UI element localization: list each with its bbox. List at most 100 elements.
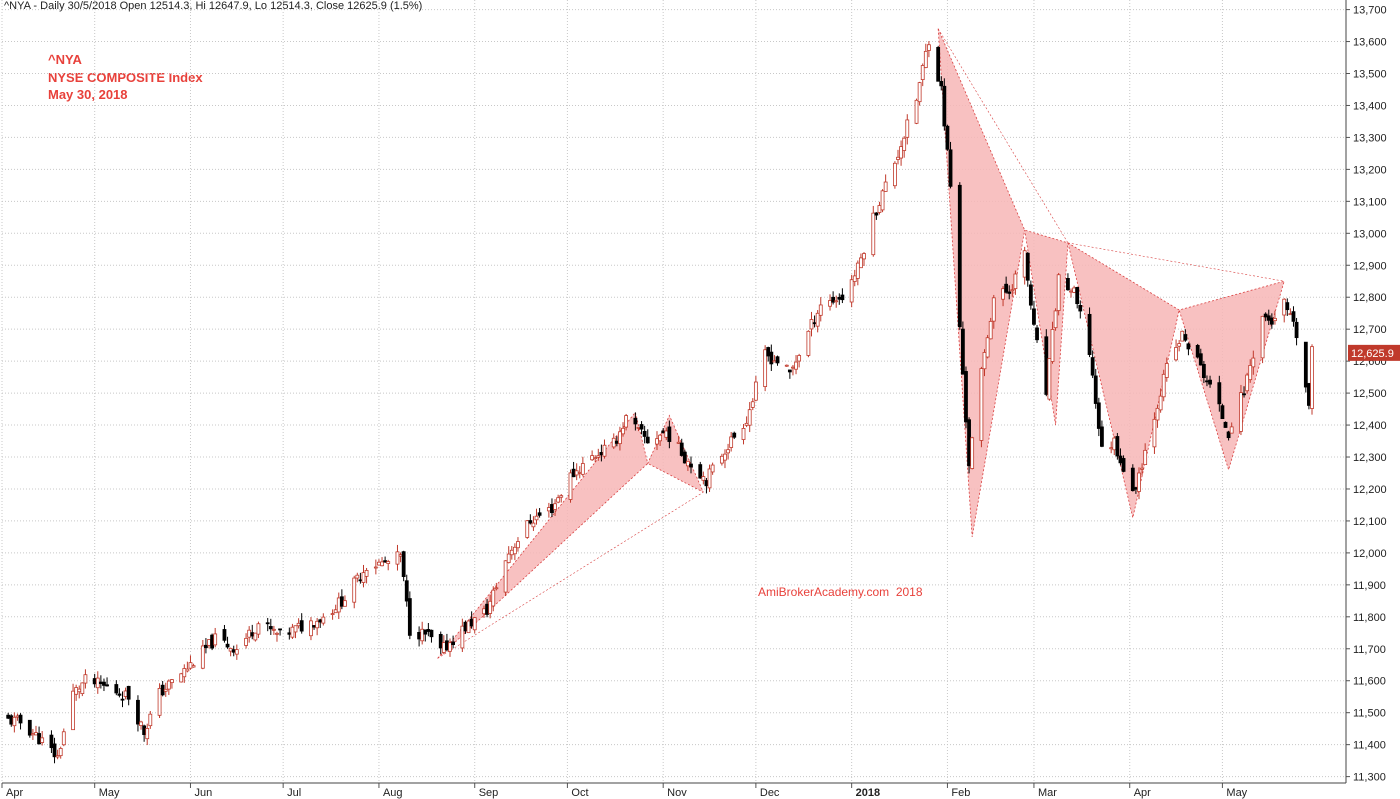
candle-body [920,65,925,81]
candle-body [1004,283,1009,293]
candle-body [599,452,604,456]
candle-body [98,681,103,685]
candle-body [170,679,174,684]
candle-body [899,146,903,159]
candle-body [766,347,771,357]
candle-body [818,304,823,316]
candle-body [667,426,672,442]
last-price-label: 12,625.9 [1351,348,1394,360]
candle-body [719,455,724,464]
candle-body [550,504,554,514]
candle-body [859,257,863,269]
x-tick-label: Sep [479,787,499,799]
candle-body [1291,311,1296,322]
candle-body [794,361,798,370]
candle-body [747,409,752,426]
candle-body [689,463,693,468]
candle-body [321,616,326,624]
candle-body [1251,357,1256,368]
candle-body [970,437,975,469]
candle-body [723,453,727,461]
candle-body [74,687,79,695]
candle-body [204,644,208,649]
candle-body [791,366,795,369]
candle-body [1158,395,1163,411]
candle-body [398,554,403,557]
candle-body [210,634,214,649]
y-tick-label: 11,300 [1353,772,1386,784]
candle-body [407,598,412,636]
x-tick-label: Oct [571,787,588,799]
candle-body [114,684,119,694]
candle-body [642,430,647,437]
candle-body [618,431,622,445]
candle-body [315,620,320,629]
x-tick-label: May [1226,787,1247,799]
candle-body [701,476,706,481]
pattern-triangle [1067,242,1180,518]
y-tick-label: 13,500 [1353,69,1387,81]
candle-body [985,337,990,358]
candle-body [531,522,536,528]
candle-body [661,430,666,434]
candle-body [556,497,561,503]
candle-body [528,520,533,524]
candle-body [30,733,35,736]
x-tick-label: May [99,787,120,799]
candle-body [83,674,88,684]
pattern-line [1067,242,1285,282]
candle-body [395,551,400,565]
candle-body [741,428,746,440]
candle-body [355,574,360,579]
candle-body [936,47,941,82]
candle-body [636,426,641,429]
candle-body [247,629,252,638]
candle-body [902,137,907,151]
candle-body [358,579,363,582]
candle-body [200,645,205,669]
candle-body [1047,358,1052,400]
candle-body [686,460,690,467]
candle-body [15,715,20,718]
candle-body [596,455,601,458]
candle-body [18,714,23,724]
candle-body [602,444,607,457]
candle-body [1260,315,1265,359]
candle-body [577,471,582,474]
candle-body [503,560,508,593]
candle-body [1303,341,1308,388]
candle-body [939,81,944,87]
candle-body [488,600,493,614]
candle-body [466,620,471,634]
candle-body [61,731,66,746]
candle-body [960,328,965,375]
candle-body [732,432,737,438]
y-tick-label: 12,100 [1353,516,1387,528]
y-tick-label: 11,400 [1353,740,1386,752]
candle-body [163,688,168,692]
candle-body [1161,373,1166,398]
candle-body [423,629,428,635]
candle-body [1263,313,1268,318]
candle-body [787,369,792,373]
candle-body [1022,250,1027,278]
candle-body [645,436,650,444]
candle-body [364,570,369,577]
x-tick-label: Jun [194,787,212,799]
candle-body [655,438,659,445]
candle-body [1288,313,1293,316]
candle-body [105,684,109,687]
candle-body [1050,329,1055,362]
candle-body [571,468,576,478]
candle-body [482,608,486,615]
x-tick-label: 2018 [856,787,880,799]
candle-body [1025,252,1030,281]
candle-body [290,626,295,638]
y-tick-label: 11,900 [1353,580,1386,592]
candle-body [1001,288,1005,300]
candle-body [469,618,474,627]
candle-body [726,449,730,454]
candle-body [679,442,684,456]
candle-body [874,212,879,216]
